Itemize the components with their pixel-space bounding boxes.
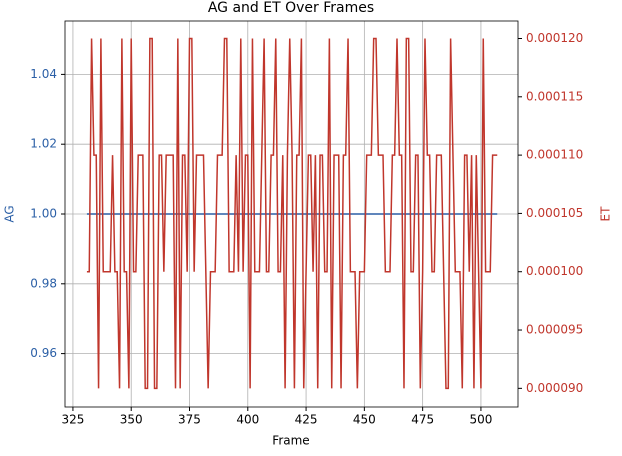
y2-axis-label: ET bbox=[599, 206, 613, 222]
y-tick-label: 0.98 bbox=[30, 276, 57, 290]
plot-frame bbox=[64, 20, 519, 408]
data-line bbox=[86, 37, 498, 390]
y-tick-label: 1.04 bbox=[30, 67, 57, 81]
x-tick-label: 500 bbox=[469, 413, 492, 427]
x-tick-label: 400 bbox=[236, 413, 259, 427]
y2-tick-label: 0.000110 bbox=[526, 148, 583, 162]
y2-tick-label: 0.000115 bbox=[526, 89, 583, 103]
y2-tick-label: 0.000105 bbox=[526, 206, 583, 220]
x-tick-label: 325 bbox=[61, 413, 84, 427]
x-tick-label: 475 bbox=[411, 413, 434, 427]
y-axis-label: AG bbox=[3, 205, 17, 222]
y2-tick-label: 0.000090 bbox=[526, 381, 583, 395]
x-tick-label: 425 bbox=[295, 413, 318, 427]
x-tick-label: 350 bbox=[120, 413, 143, 427]
y2-tick-label: 0.000095 bbox=[526, 323, 583, 337]
y-tick-label: 1.02 bbox=[30, 137, 57, 151]
y-tick-label: 0.96 bbox=[30, 346, 57, 360]
y2-tick-label: 0.000120 bbox=[526, 31, 583, 45]
y-tick-label: 1.00 bbox=[30, 207, 57, 221]
x-tick-label: 375 bbox=[178, 413, 201, 427]
x-axis-label: Frame bbox=[272, 434, 309, 448]
x-tick-label: 450 bbox=[353, 413, 376, 427]
y2-tick-label: 0.000100 bbox=[526, 264, 583, 278]
chart-title: AG and ET Over Frames bbox=[208, 0, 374, 16]
